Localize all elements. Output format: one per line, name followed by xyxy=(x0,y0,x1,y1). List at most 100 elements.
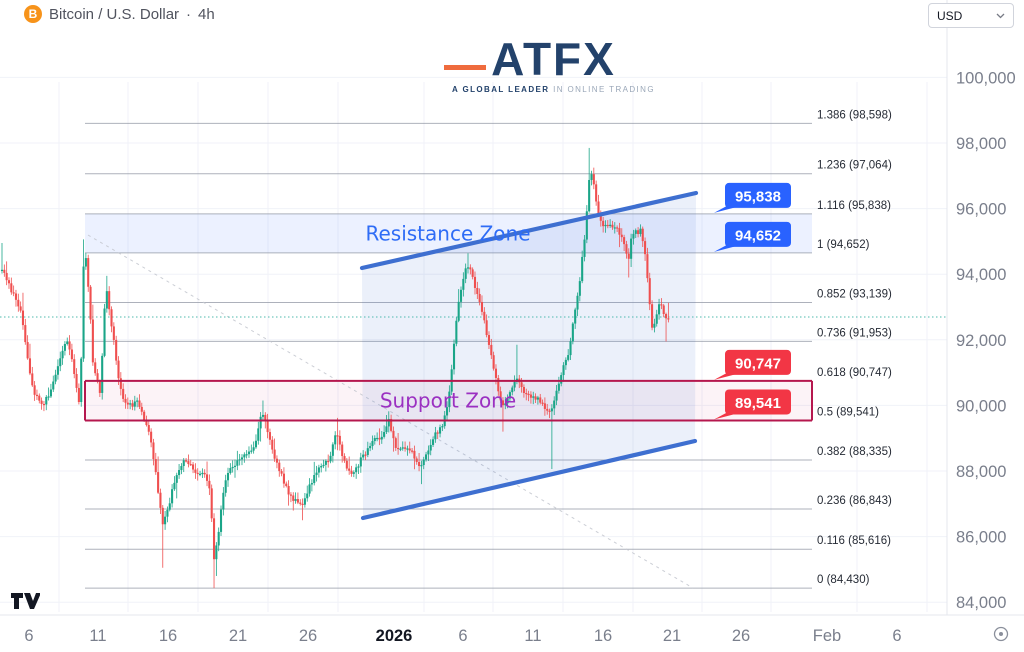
candle-body xyxy=(595,184,598,202)
candle-body xyxy=(124,398,127,403)
candle-body xyxy=(655,314,658,324)
candle-body xyxy=(541,402,544,404)
fib-level-label: 1.386 (98,598) xyxy=(817,109,892,121)
candle-body xyxy=(569,341,572,356)
candle-body xyxy=(245,454,248,456)
price-badge-value: 90,747 xyxy=(735,355,781,372)
symbol-name: Bitcoin / U.S. Dollar xyxy=(49,5,180,23)
price-badge-value: 95,838 xyxy=(735,188,781,205)
candle-body xyxy=(376,437,379,440)
candle-body xyxy=(210,488,213,519)
candle-body xyxy=(187,461,190,465)
settings-icon-dot xyxy=(999,632,1003,636)
atfx-logo: ATFX A GLOBAL LEADER IN ONLINE TRADING xyxy=(444,36,655,94)
candle-body xyxy=(418,461,421,467)
candle-body xyxy=(35,394,38,397)
candle-body xyxy=(341,444,344,457)
candle-body xyxy=(511,387,514,393)
tradingview-logo[interactable] xyxy=(10,590,40,610)
candle-body xyxy=(557,383,560,391)
candle-body xyxy=(33,385,36,395)
candle-body xyxy=(497,377,500,392)
candle-body xyxy=(574,309,577,324)
candle-body xyxy=(602,220,605,227)
candle-body xyxy=(343,456,346,461)
candle-body xyxy=(616,227,619,229)
candle-body xyxy=(644,241,647,255)
candle-body xyxy=(84,258,87,267)
candle-body xyxy=(205,474,209,481)
candle-body xyxy=(82,266,85,359)
price-badge-value: 89,541 xyxy=(735,395,781,412)
candle-body xyxy=(546,408,549,411)
candle-body xyxy=(355,467,358,473)
candle-body xyxy=(597,201,600,214)
candle-body xyxy=(10,283,13,293)
price-badge xyxy=(725,221,791,247)
candle-body xyxy=(126,402,129,405)
candle-body xyxy=(459,289,463,302)
candle-body xyxy=(620,234,623,238)
candle-body xyxy=(203,472,206,475)
candle-body xyxy=(110,309,113,327)
candle-body xyxy=(271,439,274,450)
candle-body xyxy=(646,254,649,279)
candle-body xyxy=(348,468,351,471)
upper-trendline[interactable] xyxy=(359,190,699,271)
candle-body xyxy=(219,509,223,532)
candle-body xyxy=(329,455,332,462)
candle-body xyxy=(268,432,271,440)
candle-body xyxy=(52,381,55,390)
time-axis-label: 21 xyxy=(663,627,681,645)
candle-body xyxy=(592,174,595,185)
candle-body xyxy=(411,450,414,452)
time-axis-label: 16 xyxy=(594,627,612,645)
price-axis-label: 88,000 xyxy=(956,463,1006,481)
candle-body xyxy=(117,360,120,379)
candle-body xyxy=(278,462,281,472)
candle-body xyxy=(24,325,27,343)
candle-body xyxy=(215,545,218,560)
candle-body xyxy=(455,320,458,344)
candle-body xyxy=(480,302,484,312)
candle-body xyxy=(252,447,255,451)
support-zone-label: Support Zone xyxy=(380,389,516,413)
candle-body xyxy=(327,460,330,463)
candle-body xyxy=(611,224,614,228)
candle-body xyxy=(287,485,290,495)
candle-body xyxy=(161,507,164,525)
candle-body xyxy=(359,457,362,467)
candle-body xyxy=(485,320,488,336)
currency-selector-button[interactable]: USD xyxy=(928,3,1014,28)
candle-body xyxy=(415,458,418,462)
fib-level-label: 1.116 (95,838) xyxy=(817,200,891,212)
candle-body xyxy=(101,355,104,393)
candle-body xyxy=(250,450,253,452)
candle-body xyxy=(280,471,283,474)
candle-body xyxy=(432,439,435,445)
candle-body xyxy=(464,268,467,279)
candle-body xyxy=(59,358,62,367)
candle-body xyxy=(173,482,176,490)
chevron-down-icon xyxy=(996,13,1005,18)
candle-body xyxy=(555,390,558,401)
symbol-title: B Bitcoin / U.S. Dollar · 4h xyxy=(24,5,215,23)
candle-body xyxy=(91,319,94,363)
candle-body xyxy=(373,438,376,442)
candle-body xyxy=(427,450,430,455)
candle-body xyxy=(599,213,602,221)
time-axis-label: 6 xyxy=(892,627,901,645)
lower-trendline[interactable] xyxy=(360,438,698,521)
settings-icon[interactable] xyxy=(993,626,1009,642)
time-axis-label: 16 xyxy=(159,627,177,645)
candle-body xyxy=(292,495,295,501)
candle-body xyxy=(397,447,400,450)
candle-body xyxy=(303,498,306,505)
candle-body xyxy=(45,396,48,405)
candle-body xyxy=(665,314,668,319)
fib-anchor-dashed-line xyxy=(87,234,694,589)
price-axis-label: 100,000 xyxy=(956,69,1016,87)
time-axis-label: 6 xyxy=(458,627,467,645)
